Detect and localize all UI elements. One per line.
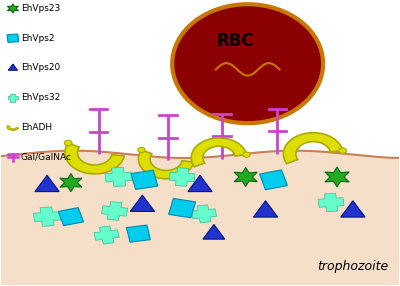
Polygon shape bbox=[1, 151, 399, 285]
Polygon shape bbox=[191, 138, 246, 167]
Polygon shape bbox=[126, 225, 150, 242]
Polygon shape bbox=[260, 170, 287, 190]
Text: trophozoite: trophozoite bbox=[318, 260, 389, 273]
Circle shape bbox=[138, 147, 145, 152]
Text: EhADH: EhADH bbox=[21, 123, 52, 132]
Circle shape bbox=[64, 140, 72, 146]
Polygon shape bbox=[169, 168, 195, 186]
Polygon shape bbox=[60, 174, 82, 192]
Polygon shape bbox=[35, 175, 59, 192]
Polygon shape bbox=[318, 193, 344, 212]
Text: EhVps23: EhVps23 bbox=[21, 4, 60, 13]
Polygon shape bbox=[94, 226, 119, 244]
Text: EhVps32: EhVps32 bbox=[21, 93, 60, 102]
Polygon shape bbox=[7, 126, 18, 130]
Circle shape bbox=[7, 126, 9, 127]
Polygon shape bbox=[105, 167, 132, 187]
Text: EhVps2: EhVps2 bbox=[21, 34, 54, 43]
Polygon shape bbox=[169, 198, 196, 218]
Polygon shape bbox=[234, 168, 257, 186]
Polygon shape bbox=[192, 205, 216, 223]
Polygon shape bbox=[8, 94, 18, 102]
Text: Gal/GalNAc: Gal/GalNAc bbox=[21, 153, 72, 162]
Polygon shape bbox=[7, 34, 19, 42]
Polygon shape bbox=[253, 201, 278, 217]
Text: EhVps20: EhVps20 bbox=[21, 63, 60, 72]
Polygon shape bbox=[284, 133, 343, 164]
Polygon shape bbox=[325, 167, 349, 187]
Polygon shape bbox=[58, 208, 84, 226]
Polygon shape bbox=[130, 195, 154, 211]
Polygon shape bbox=[8, 64, 18, 70]
Polygon shape bbox=[65, 143, 124, 174]
Circle shape bbox=[243, 152, 250, 157]
Circle shape bbox=[339, 148, 346, 153]
Polygon shape bbox=[131, 170, 158, 189]
Polygon shape bbox=[138, 150, 194, 179]
Polygon shape bbox=[8, 4, 18, 13]
Polygon shape bbox=[188, 175, 212, 192]
Polygon shape bbox=[341, 201, 365, 217]
Polygon shape bbox=[34, 207, 61, 226]
Polygon shape bbox=[203, 225, 225, 239]
Text: RBC: RBC bbox=[217, 32, 254, 50]
Ellipse shape bbox=[172, 4, 323, 123]
Polygon shape bbox=[102, 202, 128, 221]
